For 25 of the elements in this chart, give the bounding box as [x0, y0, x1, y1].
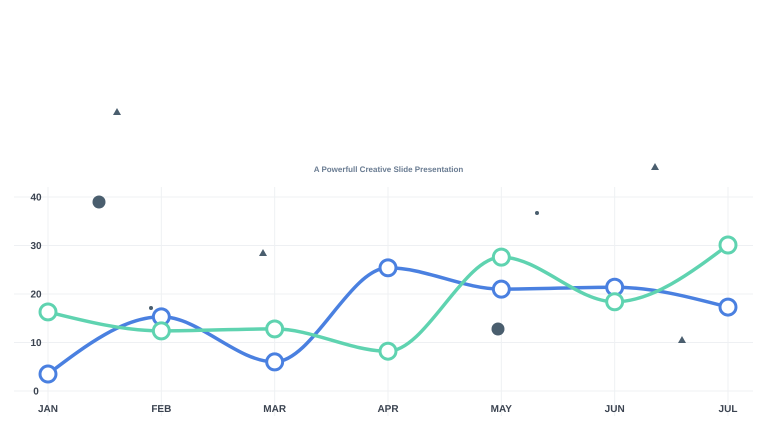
y-tick-label: 0	[33, 386, 40, 398]
x-tick-label: FEB	[151, 404, 172, 415]
y-tick-label: 20	[30, 290, 42, 300]
point	[492, 248, 511, 267]
point	[265, 319, 284, 338]
point	[492, 280, 511, 299]
x-tick-label: JUL	[718, 404, 738, 415]
y-tick-label: 30	[30, 241, 42, 252]
point	[605, 292, 624, 312]
point	[265, 352, 284, 372]
point	[38, 302, 58, 322]
x-tick-label: JUN	[604, 404, 625, 415]
x-tick-label: MAY	[490, 404, 512, 415]
y-tick-label: 40	[30, 192, 42, 204]
x-tick-label: APR	[377, 404, 400, 415]
point	[378, 342, 398, 361]
point	[38, 364, 58, 384]
point	[152, 321, 171, 340]
y-tick-label: 10	[30, 338, 42, 349]
point	[718, 298, 738, 317]
chart-subtitle: A Powerfull Creative Slide Presentation	[314, 165, 464, 174]
point	[378, 258, 398, 278]
x-tick-label: MAR	[263, 404, 287, 415]
point	[718, 236, 738, 254]
x-tick-label: JAN	[38, 404, 58, 415]
